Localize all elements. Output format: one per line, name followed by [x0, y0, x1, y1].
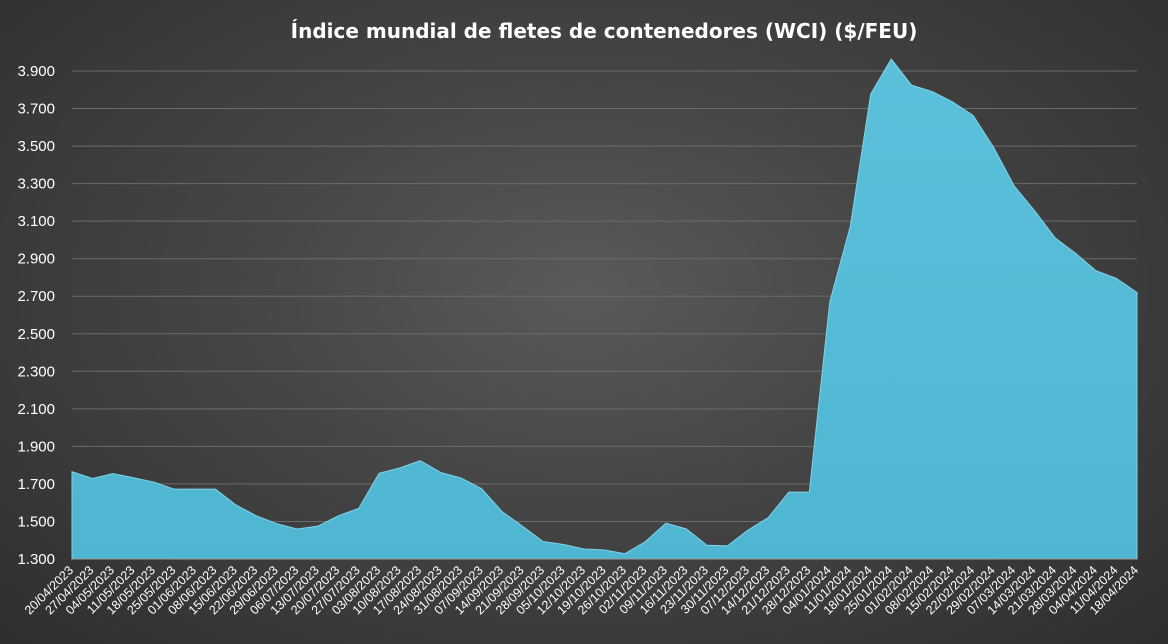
y-tick-label: 2.100: [17, 401, 55, 418]
y-tick-label: 3.500: [17, 138, 55, 155]
y-tick-label: 1.700: [17, 476, 55, 493]
x-axis: 20/04/202327/04/202304/05/202311/05/2023…: [22, 558, 1141, 617]
y-tick-label: 3.700: [17, 101, 55, 118]
y-tick-label: 2.500: [17, 326, 55, 343]
y-tick-label: 1.500: [17, 513, 55, 530]
plot-area: [71, 58, 1138, 560]
y-tick-label: 3.900: [17, 63, 55, 80]
y-tick-label: 1.300: [17, 551, 55, 568]
y-tick-label: 2.700: [17, 288, 55, 305]
y-tick-label: 2.300: [17, 363, 55, 380]
y-tick-label: 2.900: [17, 251, 55, 268]
series-area: [71, 58, 1138, 560]
y-tick-label: 3.100: [17, 213, 55, 230]
y-tick-label: 3.300: [17, 176, 55, 193]
y-tick-label: 1.900: [17, 438, 55, 455]
chart-title: Índice mundial de fletes de contenedores…: [291, 19, 918, 43]
y-axis: 1.300 1.500 1.700 1.900 2.100 2.300 2.500 2.700…: [17, 63, 55, 568]
